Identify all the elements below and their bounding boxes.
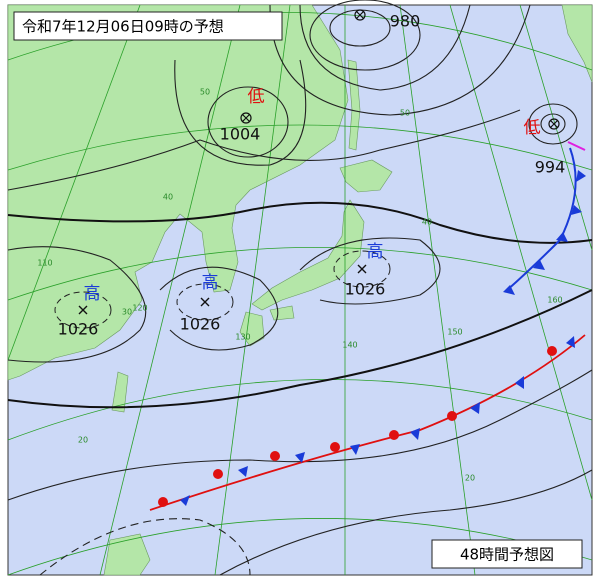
high-center <box>357 264 367 274</box>
high-ring <box>54 291 112 329</box>
isobars <box>7 0 593 576</box>
footer-label: 48時間予想図 <box>460 546 554 564</box>
high-ring <box>333 250 391 288</box>
grid-label: 50 <box>200 88 210 97</box>
grid-label: 130 <box>235 333 250 342</box>
grid-label: 20 <box>465 474 475 483</box>
lat-lon-grid <box>7 4 593 576</box>
low-center <box>240 112 252 124</box>
low-center <box>548 118 560 130</box>
system-pressure: 1026 <box>58 320 99 339</box>
grid-label: 150 <box>447 328 462 337</box>
high-center <box>78 305 88 315</box>
grid-label: 110 <box>37 259 52 268</box>
grid-label: 50 <box>400 109 410 118</box>
grid-label: 120 <box>132 304 147 313</box>
system-kind: 低 <box>248 87 265 107</box>
title-box <box>13 11 283 41</box>
system-kind: 高 <box>84 284 101 304</box>
grid-label: 40 <box>422 218 432 227</box>
map-title: 令和7年12月06日09時の予想 <box>22 18 224 36</box>
center-markers: 980 低 1004 低 994 高 1026 高 1026 高 1026 50 40 30 20 110 12… <box>37 9 566 483</box>
system-pressure: 994 <box>535 158 566 177</box>
grid-label: 40 <box>163 193 173 202</box>
low-center-cross <box>356 11 364 19</box>
system-pressure: 980 <box>390 12 421 31</box>
system-kind: 高 <box>202 273 219 293</box>
grid-label: 20 <box>78 436 88 445</box>
grid-label: 140 <box>342 341 357 350</box>
land <box>7 4 593 576</box>
low-center-cross <box>242 114 250 122</box>
system-kind: 高 <box>367 242 384 262</box>
footer-box <box>431 539 583 569</box>
grid-label: 160 <box>547 296 562 305</box>
high-ring <box>176 283 234 321</box>
system-kind: 低 <box>524 118 541 138</box>
system-pressure: 1026 <box>180 315 221 334</box>
high-center <box>200 297 210 307</box>
system-pressure: 1004 <box>220 125 261 144</box>
system-pressure: 1026 <box>345 280 386 299</box>
grid-label: 30 <box>122 308 132 317</box>
fronts <box>149 141 586 511</box>
low-center-cross <box>550 120 558 128</box>
low-center <box>354 9 366 21</box>
